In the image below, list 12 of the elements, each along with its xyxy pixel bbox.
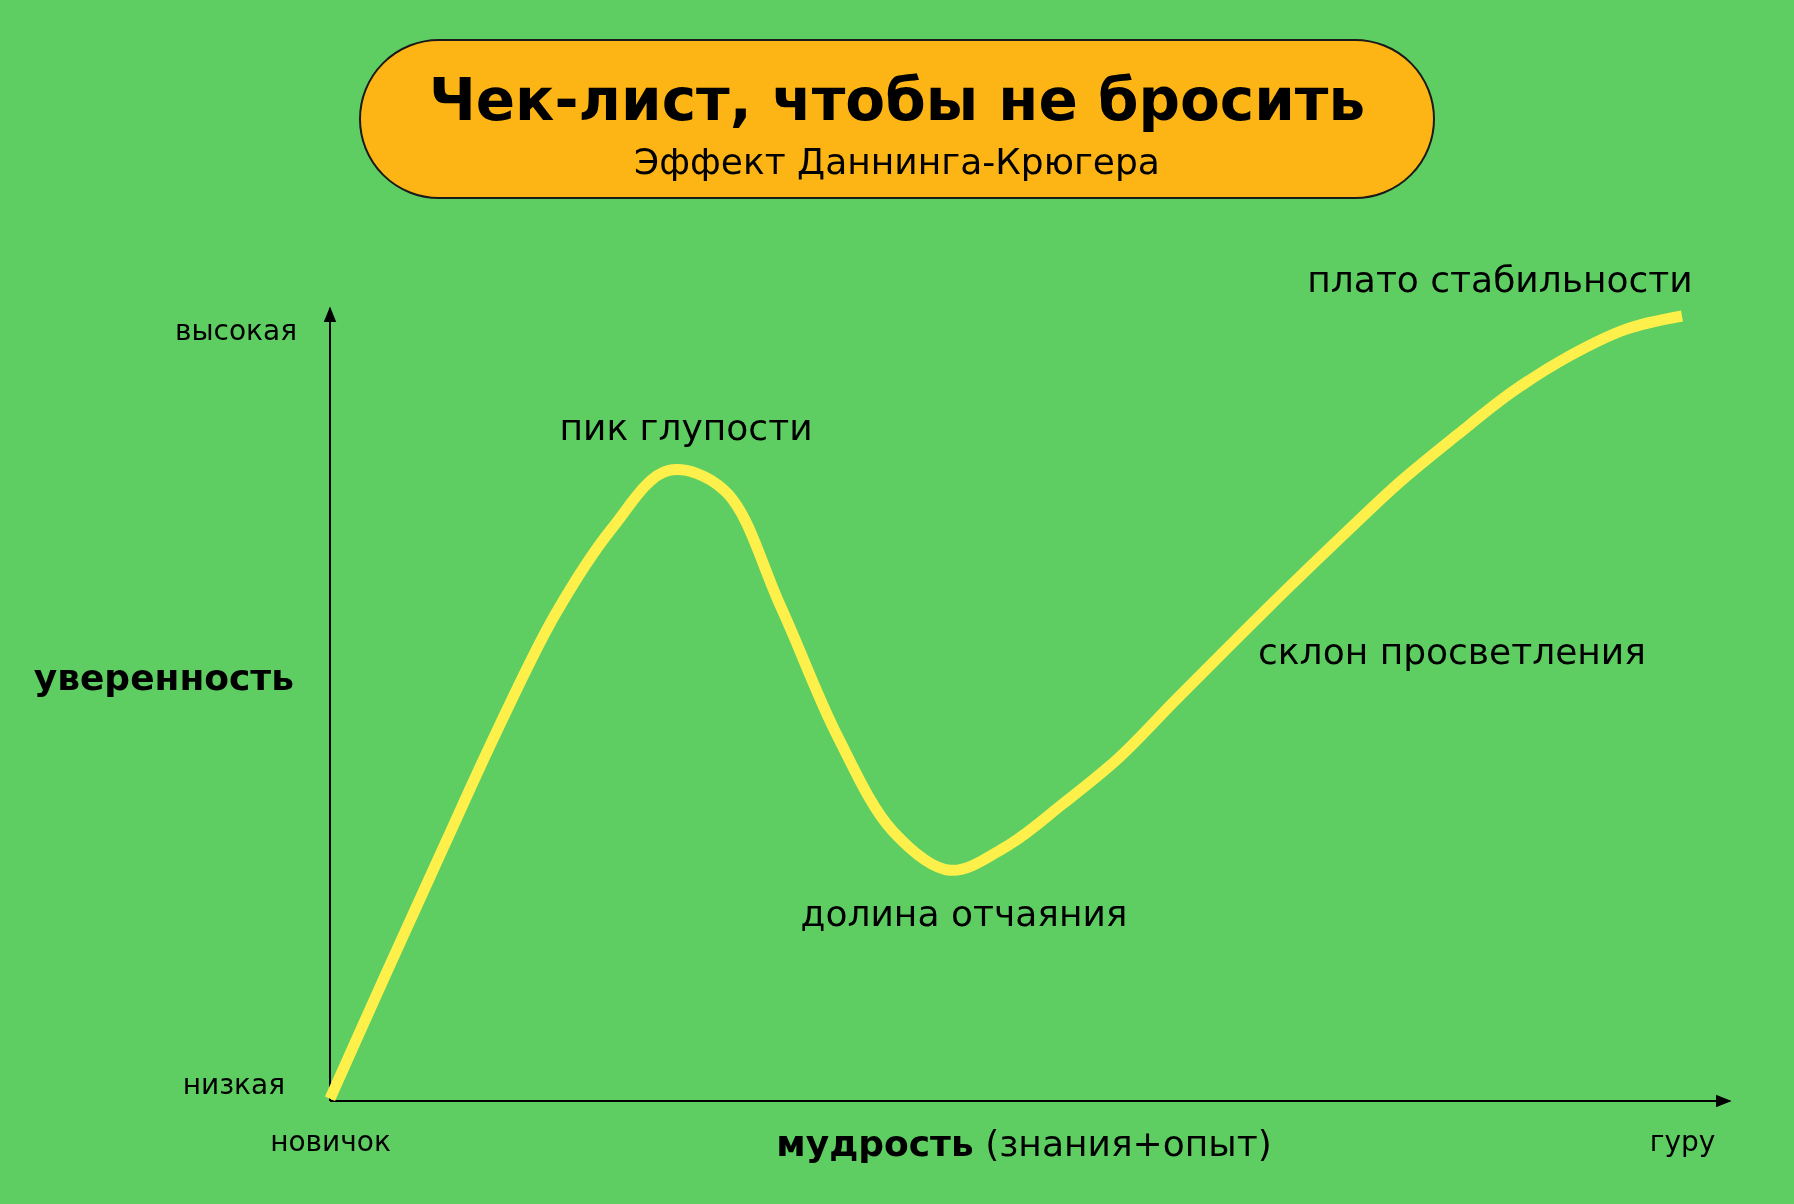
text: плато стабильности	[1307, 259, 1693, 300]
x-tick-label: гуру	[1649, 1124, 1716, 1158]
annotation: долина отчаяния	[800, 893, 1128, 934]
annotation: склон просветления	[1258, 631, 1646, 672]
chart-subtitle: Эффект Даннинга-Крюгера	[634, 141, 1160, 182]
y-axis-title: уверенность	[33, 657, 294, 698]
text: высокая	[174, 314, 297, 347]
annotation: пик глупости	[559, 407, 813, 448]
x-axis-title: мудрость (знания+опыт)	[776, 1123, 1272, 1164]
text: низкая	[182, 1068, 285, 1101]
x-tick-label: новичок	[270, 1124, 391, 1158]
chart-title: Чек-лист, чтобы не бросить	[428, 66, 1366, 134]
